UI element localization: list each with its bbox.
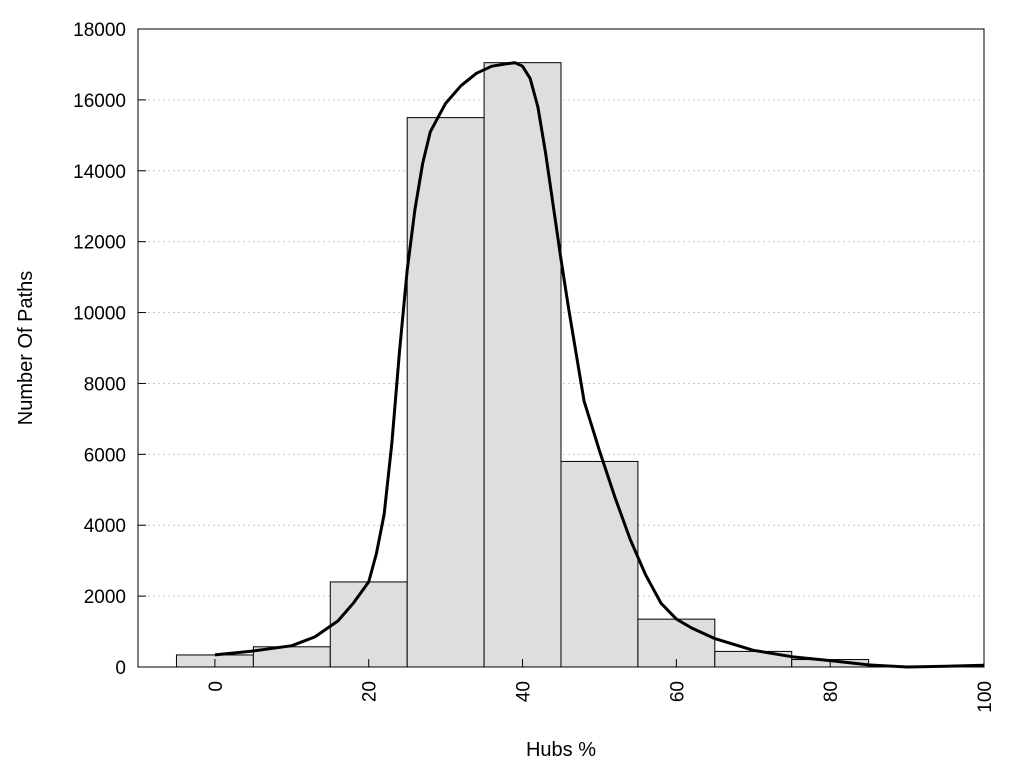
- y-tick-label: 4000: [84, 516, 126, 537]
- density-curve-line: [214, 61, 985, 669]
- plot-frame: [137, 28, 985, 668]
- y-tick-label: 16000: [73, 91, 126, 112]
- histogram-bar: [329, 581, 408, 668]
- histogram-bar: [483, 62, 562, 668]
- x-tick-labels: 0 20 40 60 80 100: [206, 681, 996, 713]
- y-tick-label: 2000: [84, 587, 126, 608]
- y-tick-label: 6000: [84, 445, 126, 466]
- x-tick-label: 100: [975, 681, 996, 713]
- histogram-bars: [175, 62, 985, 668]
- x-tick-label: 80: [821, 681, 842, 702]
- histogram-bar: [406, 117, 485, 668]
- x-tick-label: 0: [206, 681, 227, 692]
- gridlines: [138, 99, 984, 597]
- y-tick-label: 0: [115, 658, 126, 679]
- histogram-bar: [560, 460, 639, 668]
- x-tick-label: 40: [514, 681, 535, 702]
- axis-ticks: [138, 28, 985, 668]
- density-curve: [214, 61, 985, 669]
- y-tick-label: 12000: [73, 233, 126, 254]
- x-axis-title: Hubs %: [526, 739, 596, 761]
- y-tick-label: 10000: [73, 304, 126, 325]
- y-tick-label: 14000: [73, 162, 126, 183]
- x-tick-label: 60: [667, 681, 688, 702]
- y-tick-label: 8000: [84, 374, 126, 395]
- y-tick-labels: 0 2000 4000 6000 8000 10000 12000 14000 16000 180…: [73, 20, 126, 679]
- y-axis-title: Number Of Paths: [15, 271, 37, 426]
- x-tick-label: 20: [360, 681, 381, 702]
- y-tick-label: 18000: [73, 20, 126, 41]
